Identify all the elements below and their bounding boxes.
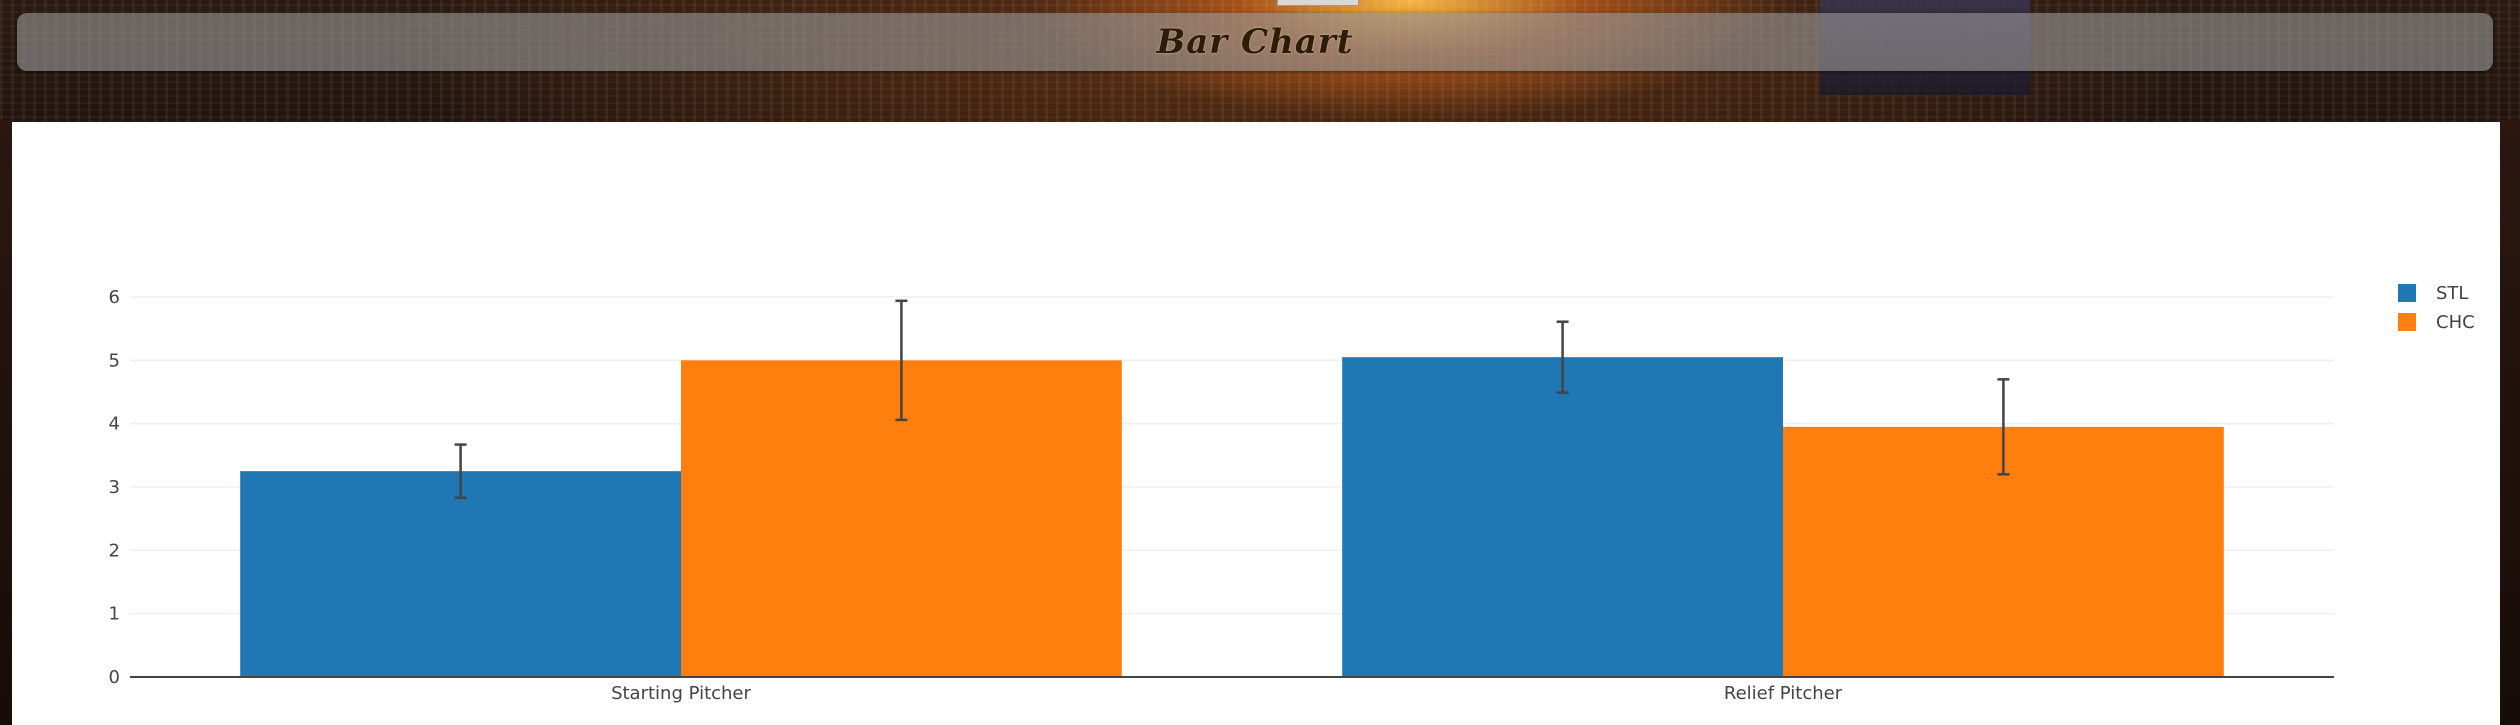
legend-swatch[interactable] [2398, 313, 2416, 331]
x-tick-label: Relief Pitcher [1724, 683, 1843, 704]
legend-label[interactable]: CHC [2436, 312, 2475, 333]
left-background-edge [0, 120, 12, 725]
right-background-edge [2500, 120, 2520, 725]
y-tick-label: 5 [109, 350, 120, 371]
error-bar-chc [895, 299, 908, 422]
chart-panel: 0 1 2 3 4 5 6 Starting Pitcher Relief Pitcher ST… [12, 122, 2500, 725]
legend-item-stl[interactable]: STL [2398, 283, 2468, 304]
y-tick-label: 0 [109, 667, 120, 688]
error-bars [454, 299, 2010, 500]
header-bar: Bar Chart [17, 13, 2493, 71]
y-tick-label: 3 [109, 477, 120, 498]
axes: 0 1 2 3 4 5 6 Starting Pitcher Relief Pitcher [109, 287, 2334, 704]
error-bar-stl [454, 443, 467, 500]
top-tab-handle[interactable] [1277, 0, 1359, 6]
error-bar-chc [1997, 378, 2010, 476]
legend-item-chc[interactable]: CHC [2398, 312, 2475, 333]
x-tick-label: Starting Pitcher [611, 683, 751, 704]
bars [240, 357, 2224, 677]
page-title: Bar Chart [1156, 22, 1354, 62]
bar-stl-relief-pitcher [1342, 357, 1783, 677]
y-tick-label: 1 [109, 604, 120, 625]
legend-swatch[interactable] [2398, 284, 2416, 302]
bar-stl-starting-pitcher [240, 471, 681, 677]
y-tick-label: 2 [109, 540, 120, 561]
y-tick-label: 4 [109, 414, 120, 435]
error-bar-stl [1556, 320, 1569, 394]
y-tick-label: 6 [109, 287, 120, 308]
legend-label[interactable]: STL [2436, 283, 2468, 304]
bar-chart: 0 1 2 3 4 5 6 Starting Pitcher Relief Pitcher ST… [109, 283, 2475, 704]
legend: STL CHC [2398, 283, 2475, 333]
